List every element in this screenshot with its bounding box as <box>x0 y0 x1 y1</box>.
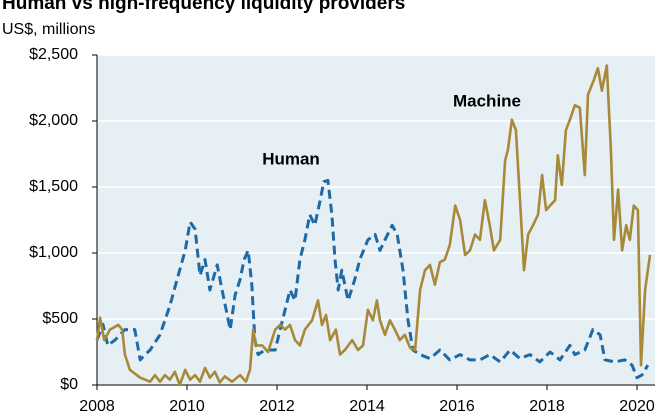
x-tick-label: 2014 <box>349 398 385 415</box>
plot-background <box>97 55 655 385</box>
series-label: Machine <box>453 91 521 110</box>
y-tick-label: $500 <box>42 310 78 327</box>
y-tick-label: $1,000 <box>29 244 78 261</box>
series-line <box>95 178 650 380</box>
x-tick-label: 2016 <box>439 398 475 415</box>
y-tick-label: $1,500 <box>29 178 78 195</box>
series-label: Human <box>262 149 320 168</box>
y-tick-label: $2,500 <box>29 46 78 63</box>
x-tick-label: 2012 <box>259 398 295 415</box>
x-tick-label: 2018 <box>529 398 565 415</box>
y-tick-label: $0 <box>60 376 78 393</box>
x-tick-label: 2010 <box>169 398 205 415</box>
chart-subtitle: US$, millions <box>2 21 95 38</box>
series-line <box>95 64 652 387</box>
chart-title: Human vs high-frequency liquidity provid… <box>2 0 405 14</box>
y-tick-label: $2,000 <box>29 112 78 129</box>
x-tick-label: 2020 <box>619 398 655 415</box>
x-tick-label: 2008 <box>79 398 115 415</box>
